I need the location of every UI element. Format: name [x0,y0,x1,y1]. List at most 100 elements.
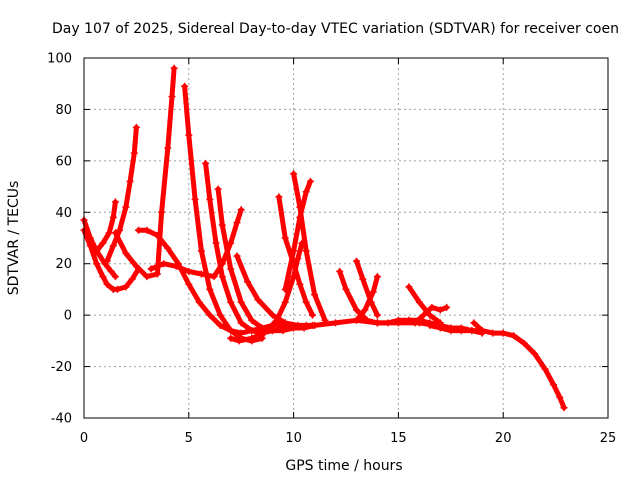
x-tick-label: 10 [285,431,302,446]
series-markers-satellite-5 [111,64,178,281]
data-point-satellite-14 [281,285,289,293]
axis-ticks: 0 5 10 15 20 25 -40 -20 0 20 40 60 80 100 [47,52,616,447]
data-point-satellite-23 [426,321,434,329]
data-point-satellite-15 [290,170,298,178]
data-point-satellite-6 [216,321,224,329]
data-point-satellite-20 [394,316,402,324]
data-point-satellite-6 [164,244,172,252]
plot-frame [83,57,609,419]
y-tick-label: 100 [47,52,72,67]
data-point-satellite-17 [342,285,350,293]
series-line-satellite-2 [81,227,141,292]
data-point-satellite-4 [116,226,124,234]
grid-lines [84,58,608,418]
series-markers-satellite-15 [290,170,329,324]
data-point-satellite-19 [353,257,360,265]
data-point-satellite-5 [158,208,166,216]
data-point-satellite-5 [122,249,130,257]
y-tick-label: 40 [55,206,72,221]
series-markers-satellite-18 [353,273,381,324]
data-point-satellite-12 [269,311,277,319]
data-point-satellite-12 [254,296,262,304]
series-markers-satellite-19 [353,257,381,319]
data-point-satellite-7 [160,260,168,268]
series-line-satellite-19 [354,258,380,318]
data-point-satellite-11 [248,334,256,342]
data-point-satellite-24 [541,365,549,373]
data-point-satellite-7 [210,273,218,281]
data-point-satellite-8 [181,82,189,90]
data-point-satellite-20 [384,319,392,327]
data-point-satellite-13 [296,280,304,288]
x-tick-label: 5 [185,431,193,446]
data-point-satellite-2 [93,260,101,268]
data-point-satellite-6 [206,311,214,319]
data-point-satellite-2 [86,242,94,250]
data-point-satellite-21 [426,311,434,319]
data-point-satellite-11 [260,329,268,337]
data-point-satellite-22 [443,303,451,311]
data-point-satellite-9 [212,239,220,247]
data-point-satellite-7 [172,262,180,270]
data-point-satellite-3 [105,229,113,237]
series-markers-satellite-24 [470,319,568,412]
data-point-satellite-24 [520,339,528,347]
data-point-satellite-23 [468,327,476,335]
series-markers-satellite-4 [103,123,140,265]
data-point-satellite-1 [111,273,119,281]
data-point-satellite-24 [510,332,518,340]
data-point-satellite-24 [556,393,564,401]
data-point-satellite-18 [361,306,369,314]
data-point-satellite-18 [373,273,381,281]
data-point-satellite-24 [531,350,539,358]
data-point-satellite-10 [214,185,222,193]
data-point-satellite-14 [302,188,310,196]
data-point-satellite-7 [185,267,193,275]
data-point-satellite-15 [311,291,319,299]
data-point-satellite-10 [227,265,235,273]
y-tick-label: 0 [64,309,72,324]
data-point-satellite-8 [191,195,199,203]
data-point-satellite-16 [332,319,339,327]
data-point-satellite-4 [126,177,134,185]
data-point-satellite-10 [258,324,266,332]
data-point-satellite-24 [478,327,486,335]
data-point-satellite-5 [164,144,172,152]
data-point-satellite-1 [107,267,115,275]
data-point-satellite-11 [294,255,302,263]
data-point-satellite-6 [185,280,193,288]
data-point-satellite-17 [363,316,371,324]
data-point-satellite-10 [269,327,277,335]
data-point-satellite-15 [296,203,304,211]
data-point-satellite-17 [353,306,360,314]
data-point-satellite-2 [103,280,111,288]
data-point-satellite-10 [237,298,245,306]
data-point-satellite-10 [248,316,256,324]
data-point-satellite-21 [405,283,413,291]
data-point-satellite-22 [420,311,428,319]
data-point-satellite-14 [306,177,314,185]
data-point-satellite-24 [550,381,557,389]
data-point-satellite-11 [227,334,235,342]
x-axis-label: GPS time / hours [285,458,402,474]
y-tick-label: 80 [55,103,72,118]
data-point-satellite-3 [109,213,117,221]
data-point-satellite-21 [415,298,423,306]
data-point-satellite-4 [103,257,111,265]
data-point-satellite-8 [227,327,235,335]
data-point-satellite-2 [99,273,107,281]
data-point-satellite-12 [281,319,289,327]
data-point-satellite-19 [359,275,367,283]
x-tick-label: 15 [390,431,407,446]
data-point-satellite-24 [499,329,507,337]
data-point-satellite-9 [218,273,226,281]
data-point-satellite-18 [369,288,377,296]
data-point-satellite-12 [302,321,310,329]
data-point-satellite-10 [218,221,226,229]
data-point-satellite-9 [248,327,256,335]
data-point-satellite-19 [373,311,381,319]
data-point-satellite-5 [170,64,178,72]
series-line-satellite-13 [276,194,315,318]
data-point-satellite-3 [93,247,101,255]
